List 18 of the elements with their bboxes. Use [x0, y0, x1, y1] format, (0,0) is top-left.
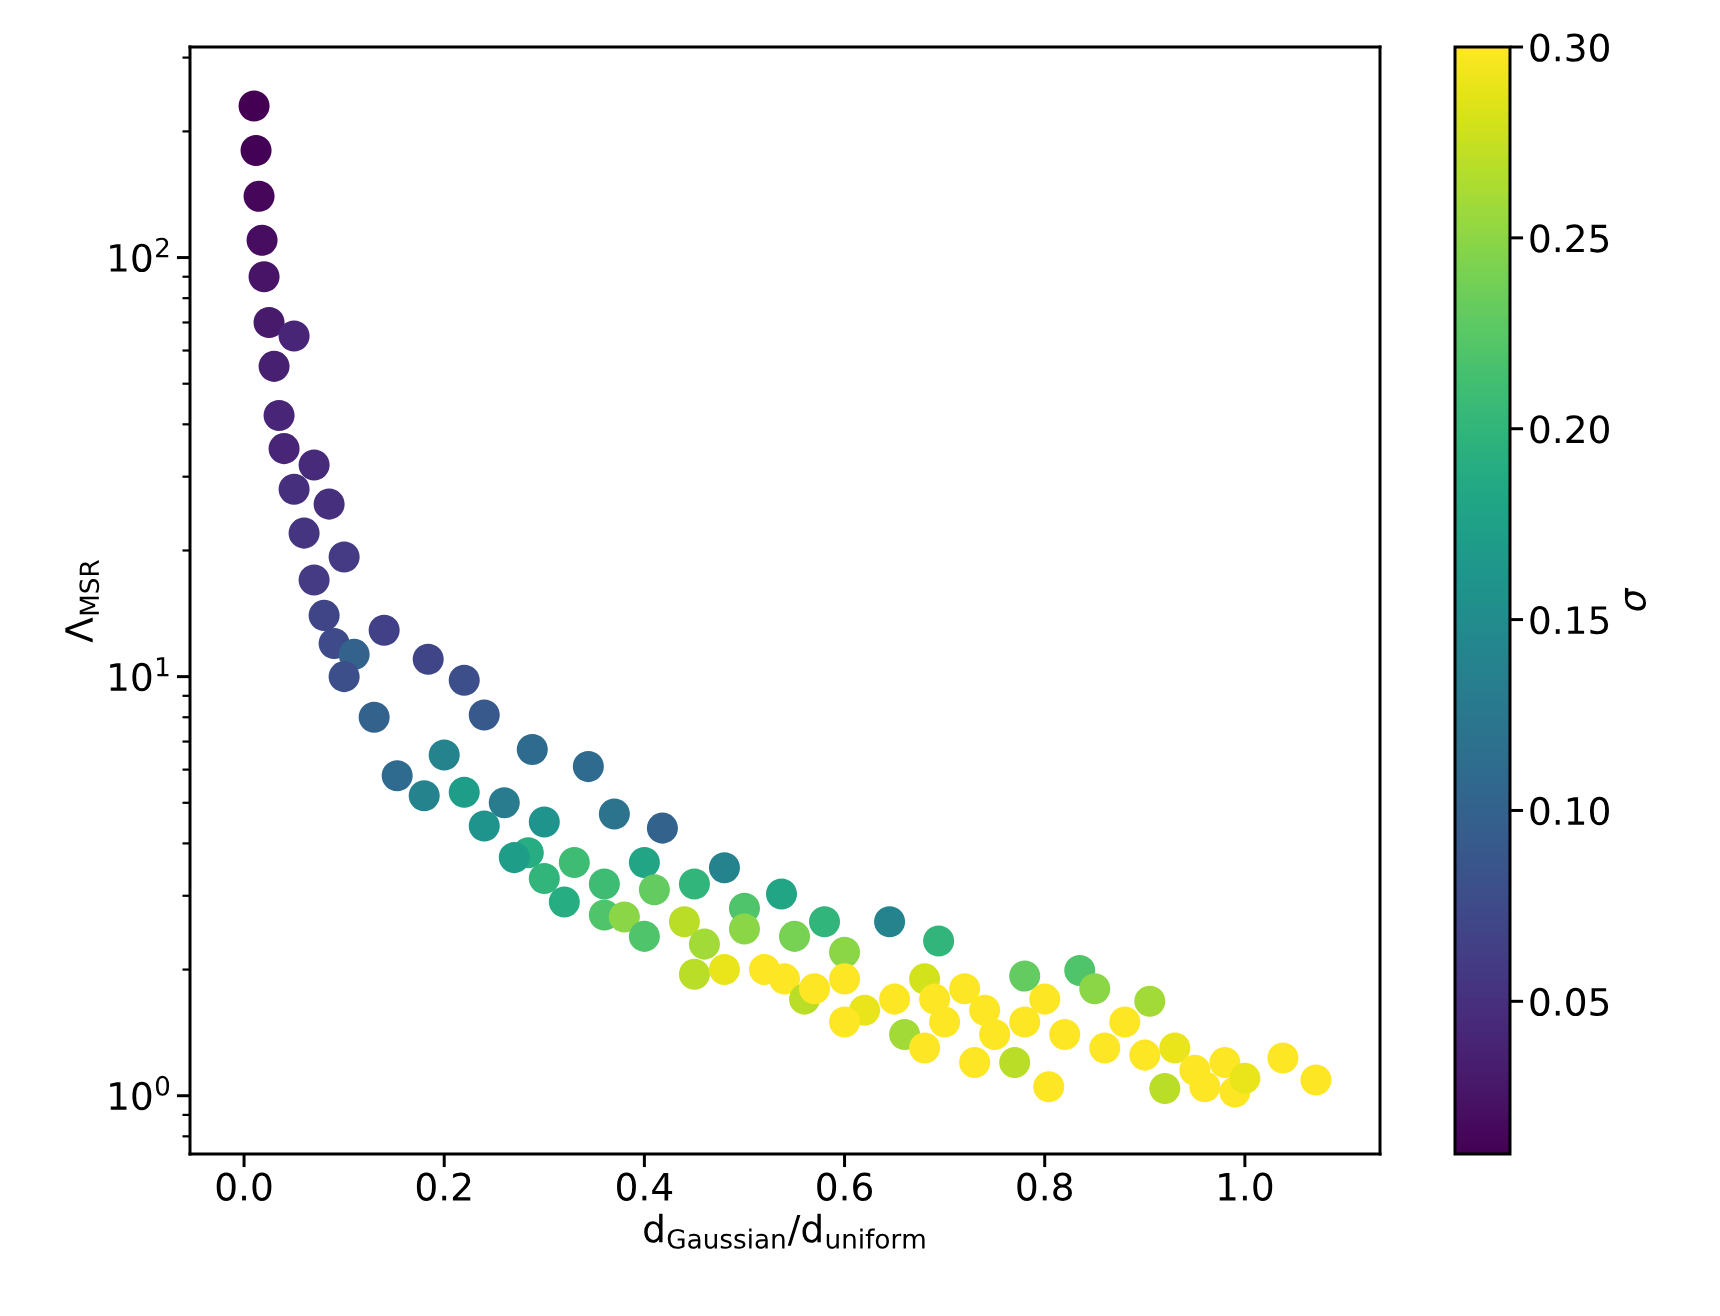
y-tick-label: 10$^{2}$	[110, 237, 169, 273]
x-tick-label: 1.0	[1219, 1172, 1273, 1201]
y-tick-label: 10$^{1}$	[110, 657, 169, 692]
color-bar-label: 0.20	[1530, 415, 1609, 444]
x-tick-label: 0.6	[817, 1172, 873, 1201]
y-axis-title: Λ$_{MSR}$	[65, 560, 100, 643]
y-tick-label: 10$^{0}$	[110, 1075, 170, 1111]
x-tick-label: 0.4	[617, 1172, 673, 1201]
color-bar-label: 0.15	[1530, 606, 1609, 635]
x-tick-label: 0.0	[216, 1172, 272, 1201]
color-bar-label: 0.30	[1530, 33, 1609, 62]
color-bar-label: 0.10	[1530, 796, 1609, 826]
color-bar-label: 0.05	[1530, 987, 1609, 1017]
x-axis-title: d$_{Gaussian}$/d$_{uniform}$	[644, 1213, 925, 1249]
color-bar-label: 0.25	[1530, 224, 1609, 253]
color-bar-title: σ	[1624, 587, 1646, 611]
x-tick-label: 0.2	[416, 1172, 471, 1201]
x-tick-label: 0.8	[1017, 1172, 1072, 1201]
